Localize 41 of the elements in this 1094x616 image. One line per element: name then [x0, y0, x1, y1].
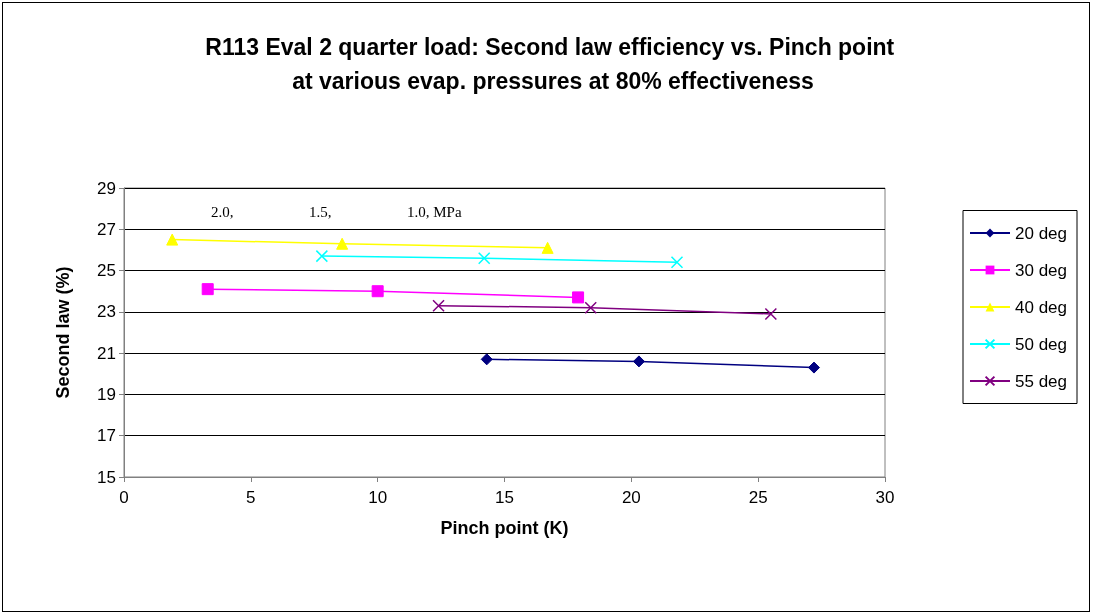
y-axis-title: Second law (%): [53, 266, 73, 399]
y-tick-label: 17: [97, 426, 116, 446]
legend-label: 50 deg: [1015, 334, 1067, 354]
x-tick-label: 15: [495, 488, 514, 507]
chart-title: R113 Eval 2 quarter load: Second law efficiency vs. Pinch point at various evap. pressures at 80% effectiveness: [205, 34, 901, 94]
y-tick-label: 15: [97, 467, 116, 487]
point: [371, 285, 384, 298]
point: [201, 283, 214, 296]
point: [632, 355, 645, 368]
point: [336, 237, 349, 250]
y-tick-label: 25: [97, 261, 116, 281]
legend-label: 20 deg: [1015, 223, 1067, 243]
x-tick-label: 10: [368, 488, 388, 507]
x-tick-label: 0: [119, 488, 129, 507]
x-tick-label: 20: [621, 488, 641, 507]
point: [166, 233, 179, 246]
legend-label: 30 deg: [1015, 260, 1067, 280]
x-tick-label: 30: [875, 488, 895, 507]
point: [807, 361, 820, 374]
legend-label: 55 deg: [1015, 371, 1067, 391]
annotation: 2.0,: [211, 203, 234, 220]
point: [315, 249, 329, 263]
point: [432, 299, 445, 312]
x-axis-title: Pinch point (K): [440, 518, 569, 538]
point: [584, 301, 597, 314]
y-tick-label: 23: [97, 302, 116, 322]
annotation: 1.5,: [309, 203, 332, 220]
y-tick-label: 19: [97, 384, 116, 404]
x-tick-label: 5: [246, 488, 256, 507]
legend-label: 40 deg: [1015, 297, 1067, 317]
point: [764, 307, 778, 321]
y-tick-label: 29: [97, 178, 116, 198]
y-tick-label: 27: [97, 219, 116, 239]
point: [670, 256, 684, 269]
y-tick-label: 21: [97, 343, 116, 363]
point: [541, 241, 554, 254]
point: [572, 291, 585, 304]
x-tick-label: 25: [748, 488, 768, 507]
annotation: 1.0, MPa: [407, 203, 462, 220]
point: [480, 353, 493, 366]
point: [477, 251, 491, 265]
